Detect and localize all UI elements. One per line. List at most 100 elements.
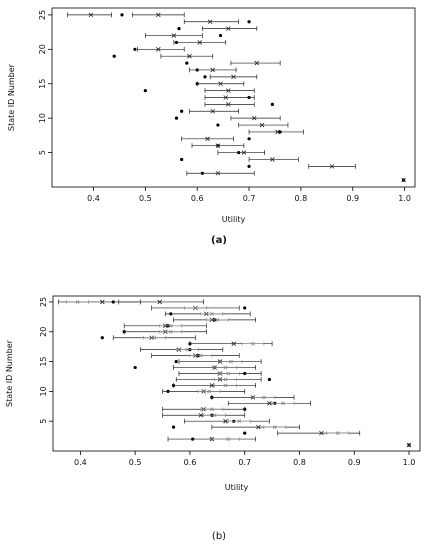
- data-point-dot: [100, 336, 104, 340]
- data-point-dot: [243, 431, 247, 435]
- data-point-x: [256, 424, 261, 430]
- data-point-x: [231, 74, 236, 80]
- data-point-dot: [243, 306, 247, 310]
- data-point-x-gray: [212, 413, 217, 418]
- data-point-x: [210, 67, 216, 73]
- data-point-x: [270, 157, 275, 162]
- plot-frame: [52, 295, 421, 452]
- y-tick-label: 20: [39, 327, 48, 337]
- data-point-x-gray: [223, 377, 228, 382]
- data-point-dot: [203, 75, 207, 79]
- data-point-dot: [133, 47, 137, 51]
- x-tick-label: 0.7: [243, 194, 256, 203]
- y-tick-label: 5: [39, 419, 48, 424]
- data-point-x: [209, 383, 215, 388]
- data-point-x: [231, 341, 237, 346]
- data-point-x-gray: [168, 323, 173, 328]
- y-axis-title: State ID Number: [7, 63, 16, 131]
- data-point-x: [226, 102, 231, 107]
- data-point-x-gray: [75, 300, 80, 304]
- y-tick-label: 15: [38, 79, 47, 89]
- y-tick-label: 20: [38, 44, 47, 54]
- data-point-x: [401, 177, 406, 183]
- data-point-x: [210, 108, 216, 114]
- data-point-x-gray: [168, 329, 173, 334]
- y-axis-title: State ID Number: [5, 339, 14, 407]
- data-point-x-gray: [223, 365, 228, 370]
- panel-caption: (b): [212, 531, 226, 542]
- x-tick-label: 0.4: [87, 194, 100, 203]
- data-point-x-gray: [226, 371, 231, 376]
- data-point-x: [207, 19, 213, 25]
- data-point-dot: [177, 27, 181, 31]
- panel-a: 0.4 0.5 0.6 0.7 0.8 0.9 1.0 5 10 15 20 25 Utility Sta…: [7, 7, 416, 246]
- x-tick-label: 0.8: [293, 458, 306, 467]
- y-tick-label: 5: [38, 150, 47, 155]
- data-point-x-gray: [209, 312, 214, 316]
- data-point-x: [156, 12, 161, 18]
- data-point-x-gray: [335, 431, 340, 435]
- x-tick-label: 0.9: [348, 458, 361, 467]
- data-point-dot: [143, 89, 147, 93]
- panel-caption: (a): [211, 235, 227, 246]
- data-point-dot: [270, 102, 274, 106]
- x-tick-label: 0.8: [295, 194, 308, 203]
- data-point-dot: [218, 33, 223, 38]
- data-point-x: [197, 40, 203, 45]
- data-point-x-gray: [237, 419, 242, 424]
- data-point-x-gray: [193, 306, 198, 310]
- data-point-x: [100, 299, 105, 305]
- data-point-x: [218, 81, 223, 87]
- x-axis-title: Utility: [225, 483, 249, 492]
- data-point-x: [319, 430, 324, 436]
- x-tick-label: 0.6: [191, 194, 204, 203]
- data-point-x: [157, 299, 163, 305]
- data-point-x: [215, 143, 221, 148]
- data-point-dot: [216, 123, 220, 127]
- data-point-dot: [180, 109, 184, 113]
- data-point-x: [205, 136, 210, 142]
- data-point-dot: [133, 365, 137, 370]
- data-point-x: [226, 88, 231, 93]
- data-point-x-gray: [251, 341, 255, 346]
- data-point-x: [223, 95, 229, 100]
- data-point-dot: [185, 61, 189, 65]
- x-tick-label: 0.5: [129, 458, 142, 467]
- data-point-x-gray: [215, 317, 220, 322]
- x-tick-label: 0.6: [184, 458, 197, 467]
- data-point-x-gray: [199, 353, 203, 358]
- data-point-x: [254, 60, 260, 66]
- data-point-x-gray: [229, 359, 233, 364]
- data-point-x: [406, 442, 412, 448]
- data-point-x: [223, 418, 228, 424]
- panel-b: 0.4 0.5 0.6 0.7 0.8 0.9 1.0 5 10 15 20 25 Utility Sta…: [5, 295, 421, 542]
- data-point-x: [171, 33, 177, 38]
- x-tick-label: 0.9: [346, 194, 359, 203]
- y-tick-label: 25: [39, 297, 48, 307]
- data-point-x: [267, 401, 272, 406]
- data-point-x: [275, 129, 280, 135]
- data-point-x: [329, 164, 335, 169]
- x-tick-label: 1.0: [398, 194, 411, 203]
- data-point-dot: [180, 157, 184, 162]
- data-point-x-gray: [207, 389, 211, 394]
- x-tick-label: 0.5: [139, 194, 152, 203]
- data-point-x-gray: [272, 425, 277, 430]
- data-point-x-gray: [262, 395, 266, 400]
- y-tick-label: 10: [39, 386, 48, 396]
- y-tick-label: 15: [39, 356, 48, 366]
- data-point-x: [259, 122, 265, 128]
- data-point-dot: [247, 164, 251, 168]
- data-point-x: [226, 26, 231, 31]
- data-point-x-gray: [209, 407, 214, 412]
- x-tick-label: 0.7: [238, 458, 251, 467]
- data-point-x: [241, 150, 247, 155]
- data-point-dot: [247, 137, 251, 141]
- x-tick-label: 1.0: [403, 458, 416, 467]
- x-axis-title: Utility: [222, 215, 246, 224]
- data-point-x: [156, 47, 161, 52]
- data-point-x-gray: [223, 383, 228, 388]
- data-point-x: [215, 170, 221, 176]
- data-point-dot: [112, 54, 116, 58]
- data-point-x-gray: [226, 437, 231, 441]
